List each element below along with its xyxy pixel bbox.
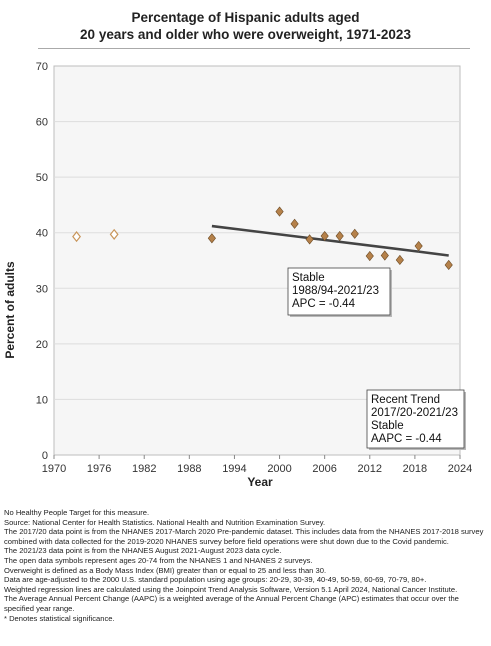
data-point [395, 254, 404, 266]
footnote: No Healthy People Target for this measur… [4, 508, 150, 517]
data-point [444, 259, 453, 271]
y-tick-label: 70 [36, 61, 48, 73]
chart-title-line-1: Percentage of Hispanic adults aged [131, 10, 360, 25]
annotation-frame [287, 267, 391, 316]
footnotes: No Healthy People Target for this measur… [4, 508, 488, 623]
data-point [320, 230, 329, 242]
x-axis-label: Year [247, 475, 273, 489]
y-tick-label: 0 [42, 450, 48, 462]
trend-line [211, 224, 419, 253]
x-tick-label: 1970 [42, 463, 66, 475]
title-divider [38, 48, 470, 49]
x-tick-label: 2006 [312, 463, 336, 475]
x-tick-label: 1982 [132, 463, 156, 475]
chart: 0 10 20 30 40 50 60 70 1970 1976 1982 1988 1994 2000… [3, 61, 472, 489]
x-tick-label: 1976 [87, 463, 111, 475]
annotation-text: 1988/94-2021/23 [292, 285, 379, 297]
data-point [290, 218, 299, 229]
y-tick-label: 60 [36, 117, 48, 129]
y-tick-label: 30 [36, 283, 48, 295]
data-points [72, 206, 453, 271]
annotation-text: AAPC = -0.44 [371, 433, 442, 445]
annotation-text: APC = -0.44 [292, 298, 356, 310]
x-tick-label: 2012 [358, 463, 382, 475]
data-point [305, 234, 314, 245]
footnote: Overweight is defined as a Body Mass Ind… [4, 565, 327, 575]
x-tick-label: 1994 [222, 463, 246, 475]
x-tick-label: 2018 [403, 463, 427, 475]
footnote: Data are age-adjusted to the 2000 U.S. s… [4, 575, 427, 585]
footnote: The Average Annual Percent Change (AAPC)… [4, 594, 459, 613]
data-point-open [72, 231, 82, 243]
annotation-text: Stable [371, 420, 404, 432]
y-tick-label: 40 [36, 228, 48, 240]
data-point [380, 250, 389, 261]
x-tick-label: 2024 [448, 463, 472, 475]
data-point [350, 228, 359, 239]
x-tick-label: 1988 [177, 463, 201, 475]
data-point-open [109, 228, 119, 240]
x-tick-labels: 1970 1976 1982 1988 1994 2000 2006 2012 2018 2024 [42, 455, 472, 475]
annotation-text: Stable [292, 272, 325, 284]
footnote: The 2017/20 data point is from the NHANE… [4, 527, 484, 546]
footnote: * Denotes statistical significance. [4, 613, 115, 623]
data-point [335, 230, 344, 242]
y-tick-label: 10 [36, 394, 48, 406]
annotation-text: Recent Trend [371, 394, 440, 406]
data-point [275, 206, 284, 217]
y-tick-label: 50 [36, 172, 48, 184]
trend-lines [211, 224, 449, 257]
footnote: The 2021/23 data point is from the NHANE… [4, 546, 282, 556]
x-tick-label: 2000 [267, 463, 291, 475]
data-point [207, 233, 216, 244]
y-tick-labels: 0 10 20 30 40 50 60 70 [36, 61, 48, 462]
chart-title: Percentage of Hispanic adults aged 20 ye… [0, 9, 491, 43]
annotation-frame [366, 389, 465, 449]
data-point [365, 250, 374, 262]
trend-line [418, 250, 449, 257]
annotation-text: 2017/20-2021/23 [371, 407, 458, 419]
chart-title-line-2: 20 years and older who were overweight, … [80, 27, 411, 42]
y-axis-label: Percent of adults [3, 261, 17, 359]
footnote: Source: National Center for Health Stati… [4, 517, 326, 527]
footnote: Weighted regression lines are calculated… [4, 584, 458, 594]
y-tick-label: 20 [36, 339, 48, 351]
data-point [414, 240, 423, 252]
footnote: The open data symbols represent ages 20-… [4, 555, 313, 565]
